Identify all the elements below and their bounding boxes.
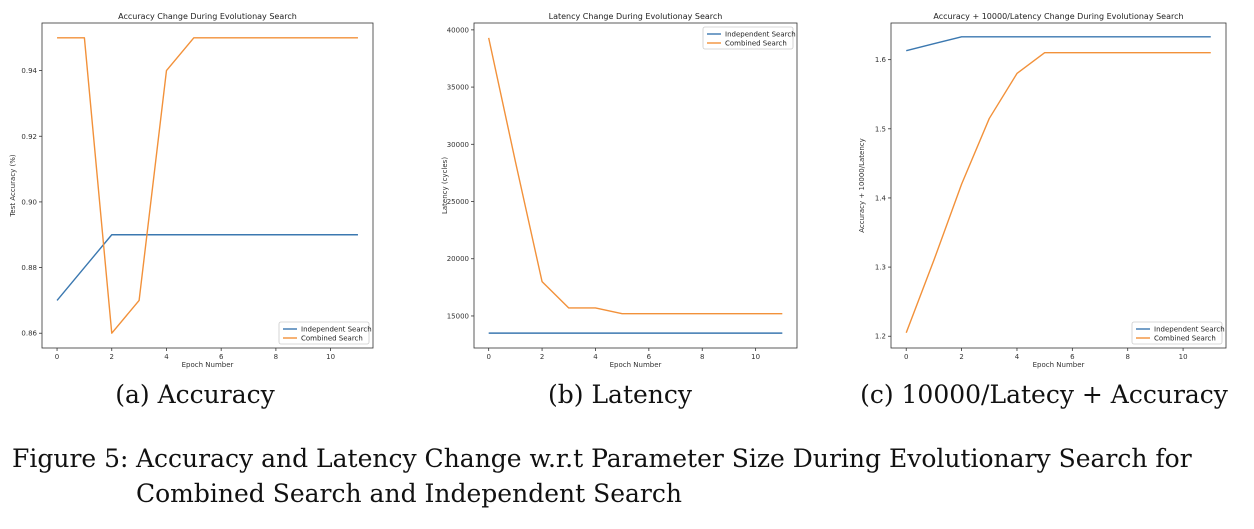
x-tick-label: 6 (647, 353, 652, 361)
figure-caption: Figure 5: Accuracy and Latency Change w.r… (12, 441, 1228, 511)
y-tick-label: 35000 (447, 84, 469, 92)
plot-frame (41, 22, 374, 349)
combined-metric-chart: Accuracy + 10000/Latency Change During E… (858, 12, 1227, 369)
x-tick-label: 8 (1125, 353, 1129, 361)
legend-label-combined: Combined Search (1154, 335, 1216, 343)
caption-line-2: Combined Search and Independent Search (136, 479, 682, 508)
x-tick-label: 4 (593, 353, 598, 361)
y-axis-label: Test Accuracy (%) (9, 154, 17, 218)
legend-label-combined: Combined Search (725, 40, 787, 48)
x-tick-label: 0 (55, 353, 59, 361)
combined-search-line (487, 37, 783, 315)
accuracy-chart: Accuracy Change During Evolutionay Searc… (9, 12, 374, 369)
x-axis-label: Epoch Number (610, 361, 662, 369)
plot-frame (890, 22, 1227, 349)
combined-search-line (57, 37, 358, 334)
legend-label-independent: Independent Search (725, 31, 796, 39)
x-tick-label: 8 (700, 353, 704, 361)
y-tick-label: 1.6 (875, 56, 887, 64)
y-tick-label: 0.92 (21, 133, 37, 141)
x-tick-label: 6 (1070, 353, 1075, 361)
x-axis-label: Epoch Number (182, 361, 234, 369)
x-tick-label: 10 (1179, 353, 1188, 361)
subcaption-combined-metric: (c) 10000/Latecy + Accuracy (860, 380, 1228, 409)
subcaption-accuracy: (a) Accuracy (115, 380, 275, 409)
y-tick-label: 20000 (447, 255, 469, 263)
independent-search-line (56, 234, 358, 301)
independent-search-line (906, 36, 1211, 52)
x-tick-label: 6 (219, 353, 224, 361)
x-tick-label: 10 (326, 353, 335, 361)
x-tick-label: 2 (110, 353, 114, 361)
y-tick-label: 25000 (447, 198, 469, 206)
x-tick-label: 4 (164, 353, 169, 361)
x-tick-label: 2 (540, 353, 544, 361)
latency-chart: Latency Change During Evolutionay Search… (441, 12, 798, 369)
legend-label-independent: Independent Search (301, 326, 372, 334)
figure-label: Figure 5: (12, 444, 129, 473)
y-tick-label: 0.88 (21, 264, 37, 272)
y-axis-label: Latency (cycles) (441, 157, 449, 214)
legend-label-independent: Independent Search (1154, 326, 1225, 334)
chart-title: Accuracy Change During Evolutionay Searc… (118, 12, 297, 21)
legend-box (278, 321, 370, 345)
chart-title: Latency Change During Evolutionay Search (549, 12, 723, 21)
x-tick-label: 4 (1015, 353, 1020, 361)
x-tick-label: 0 (486, 353, 490, 361)
combined-search-line (905, 52, 1211, 334)
x-tick-label: 10 (751, 353, 760, 361)
y-tick-label: 1.5 (875, 125, 886, 133)
y-tick-label: 40000 (447, 26, 469, 34)
x-tick-label: 2 (959, 353, 963, 361)
y-tick-label: 15000 (447, 312, 469, 320)
y-tick-label: 0.86 (21, 330, 37, 338)
y-axis-label: Accuracy + 10000/Latency (858, 138, 866, 233)
subcaption-latency: (b) Latency (547, 380, 693, 409)
caption-line-1: Accuracy and Latency Change w.r.t Parame… (136, 444, 1192, 473)
y-tick-label: 0.94 (21, 67, 37, 75)
legend-box (1131, 321, 1223, 345)
y-tick-label: 1.4 (875, 194, 887, 202)
x-tick-label: 0 (904, 353, 908, 361)
legend-label-combined: Combined Search (301, 335, 363, 343)
legend-box (702, 26, 794, 50)
chart-title: Accuracy + 10000/Latency Change During E… (933, 12, 1183, 21)
y-tick-label: 1.3 (875, 264, 886, 272)
y-tick-label: 30000 (447, 141, 469, 149)
x-axis-label: Epoch Number (1033, 361, 1085, 369)
x-tick-label: 8 (274, 353, 278, 361)
plot-frame (473, 22, 798, 349)
y-tick-label: 1.2 (875, 333, 886, 341)
y-tick-label: 0.90 (21, 198, 37, 206)
